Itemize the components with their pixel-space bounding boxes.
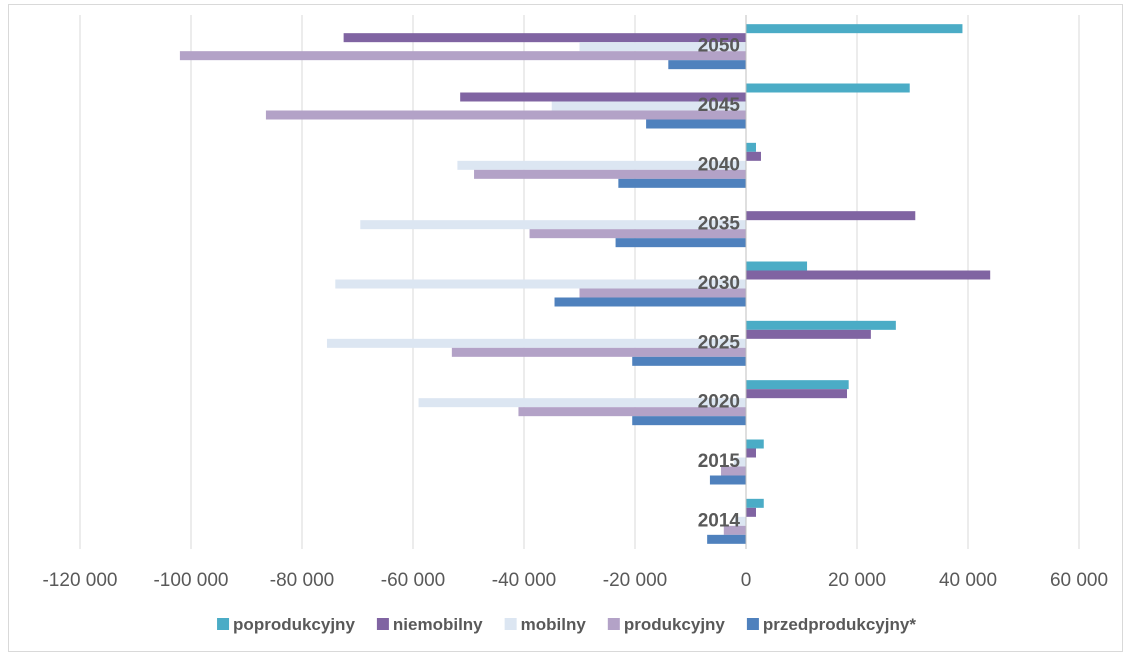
category-label-2035: 2035 [698,214,741,235]
bar-przedprodukcyjny-2030 [554,297,746,307]
bar-niemobilny-2030 [746,270,991,280]
x-tick-label: -80 000 [270,570,334,591]
bar-niemobilny-2045 [460,92,746,102]
category-labels: 2014 2015 2020 2025 2030 2035 2040 2045 2050 [698,36,741,532]
bar-przedprodukcyjny-2045 [646,119,746,129]
bar-produkcyjny-2020 [518,407,746,417]
x-tick-label: -20 000 [603,570,667,591]
bar-mobilny-2050 [579,42,746,52]
bar-produkcyjny-2040 [474,169,746,179]
legend-label-mobilny: mobilny [521,615,587,634]
bar-mobilny-2025 [326,338,746,348]
bar-mobilny-2045 [551,101,746,111]
bar-poprodukcyjny-2025 [746,320,896,330]
category-label-2040: 2040 [698,154,740,175]
legend-swatch-niemobilny [376,618,389,630]
x-tick-label: -100 000 [153,570,228,591]
bar-produkcyjny-2014 [723,525,746,535]
legend-swatch-mobilny [504,618,517,630]
bar-poprodukcyjny-2020 [746,380,849,390]
legend-item-niemobilny: niemobilny [376,615,483,634]
bar-mobilny-2020 [418,398,746,408]
legend-item-produkcyjny: produkcyjny [607,615,726,634]
bar-mobilny-2030 [335,279,746,289]
x-axis-tick-labels: -120 000 -100 000 -80 000 -60 000 -40 000 -20… [42,570,1108,591]
bar-poprodukcyjny-2015 [746,439,764,449]
chart-frame: 2014 2015 2020 2025 2030 2035 2040 2045 2050 -12… [8,4,1123,652]
legend-swatch-poprodukcyjny [217,618,230,630]
x-tick-label: 60 000 [1050,570,1108,591]
legend-swatch-produkcyjny [607,618,620,630]
x-tick-label: 40 000 [939,570,997,591]
bar-chart: 2014 2015 2020 2025 2030 2035 2040 2045 2050 -12… [42,15,1108,634]
legend-label-poprodukcyjny: poprodukcyjny [233,615,355,634]
bar-przedprodukcyjny-2025 [632,356,746,366]
bar-mobilny-2040 [457,160,746,170]
legend-item-przedprodukcyjny: przedprodukcyjny* [746,615,916,634]
bar-produkcyjny-2015 [721,466,746,476]
bar-przedprodukcyjny-2014 [707,534,746,544]
category-label-2030: 2030 [698,273,740,294]
bar-przedprodukcyjny-2035 [615,238,746,248]
x-tick-label: -40 000 [492,570,556,591]
bar-przedprodukcyjny-2015 [709,475,746,485]
bar-niemobilny-2014 [746,507,756,517]
bar-poprodukcyjny-2030 [746,261,808,271]
category-label-2050: 2050 [698,36,740,57]
bar-niemobilny-2035 [746,211,916,221]
legend-item-mobilny: mobilny [504,615,587,634]
legend-label-produkcyjny: produkcyjny [624,615,726,634]
bar-przedprodukcyjny-2050 [668,60,746,70]
bar-produkcyjny-2050 [179,51,746,61]
bar-poprodukcyjny-2040 [746,142,756,152]
x-tick-label: 20 000 [828,570,886,591]
bar-produkcyjny-2030 [579,288,746,298]
x-tick-label: 0 [741,570,752,591]
legend-swatch-przedprodukcyjny [746,618,759,630]
bar-niemobilny-2040 [746,151,761,161]
category-label-2014: 2014 [698,510,741,531]
x-tick-label: -120 000 [42,570,117,591]
bar-produkcyjny-2025 [451,347,746,357]
bar-mobilny-2035 [360,220,746,230]
bar-niemobilny-2025 [746,329,871,339]
bar-niemobilny-2015 [746,448,756,458]
bar-produkcyjny-2045 [265,110,746,120]
category-label-2025: 2025 [698,332,741,353]
bars [179,15,991,549]
bar-poprodukcyjny-2050 [746,24,963,34]
bar-mobilny-2015 [733,457,746,467]
bar-produkcyjny-2035 [529,229,746,239]
bar-przedprodukcyjny-2040 [618,178,746,188]
bar-mobilny-2014 [734,516,746,526]
category-label-2020: 2020 [698,392,740,413]
bar-przedprodukcyjny-2020 [632,416,746,426]
bar-poprodukcyjny-2014 [746,498,764,508]
bar-niemobilny-2050 [343,33,746,43]
legend: poprodukcyjny niemobilny mobilny produkcyjn… [217,615,916,634]
legend-label-przedprodukcyjny: przedprodukcyjny* [763,615,916,634]
legend-label-niemobilny: niemobilny [393,615,483,634]
category-label-2015: 2015 [698,451,741,472]
x-tick-label: -60 000 [381,570,445,591]
bar-poprodukcyjny-2045 [746,83,910,93]
bar-niemobilny-2020 [746,389,848,399]
legend-item-poprodukcyjny: poprodukcyjny [217,615,355,634]
category-label-2045: 2045 [698,95,741,116]
